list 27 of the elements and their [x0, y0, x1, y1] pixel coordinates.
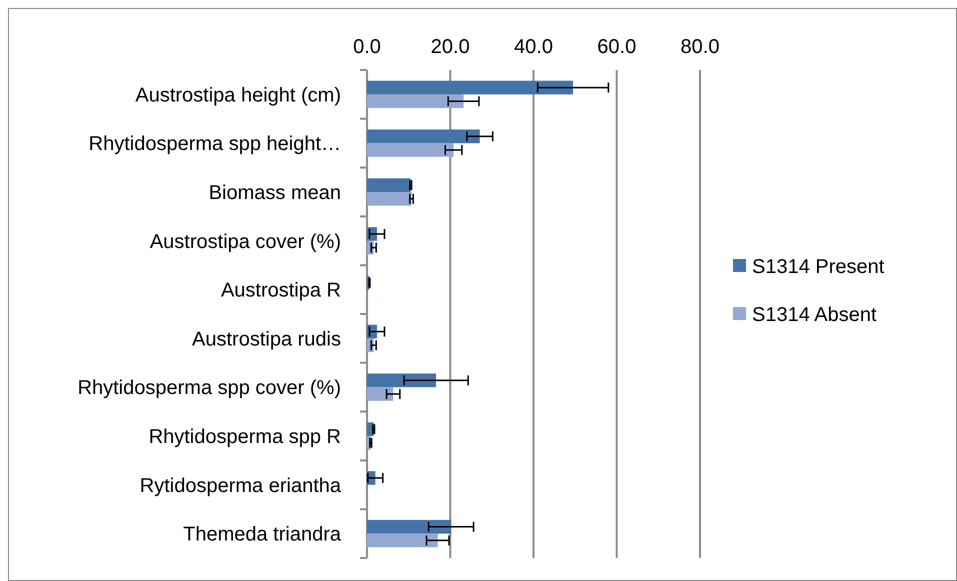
bar — [367, 143, 454, 157]
y-tick-label: Austrostipa height (cm) — [135, 84, 341, 106]
bar — [367, 520, 452, 534]
y-tick-label: Rhytidosperma spp height… — [88, 133, 341, 156]
bar — [367, 178, 411, 192]
y-tick-label: Austrostipa rudis — [192, 328, 341, 350]
bar — [367, 130, 480, 144]
x-tick-label: 60.0 — [597, 36, 636, 58]
bar — [367, 80, 574, 94]
legend-label: S1314 Present — [752, 256, 885, 278]
bar — [367, 374, 436, 388]
bar — [367, 192, 412, 206]
x-tick-label: 40.0 — [514, 36, 553, 58]
bar — [367, 94, 464, 108]
y-tick-label: Austrostipa R — [220, 280, 341, 302]
y-tick-label: Rytidosperma eriantha — [140, 474, 342, 497]
bar — [367, 387, 394, 401]
y-tick-label: Austrostipa cover (%) — [150, 230, 341, 253]
y-tick-label: Themeda triandra — [183, 524, 342, 546]
y-tick-label: Biomass mean — [208, 182, 341, 204]
x-tick-label: 20.0 — [430, 36, 470, 58]
x-tick-label: 80.0 — [680, 36, 720, 58]
y-tick-label: Rhytidosperma spp R — [148, 426, 341, 448]
x-tick-label: 0.0 — [353, 36, 381, 58]
y-tick-label: Rhytidosperma spp cover (%) — [78, 377, 341, 400]
legend-label: S1314 Absent — [752, 304, 877, 326]
bar — [367, 534, 438, 548]
